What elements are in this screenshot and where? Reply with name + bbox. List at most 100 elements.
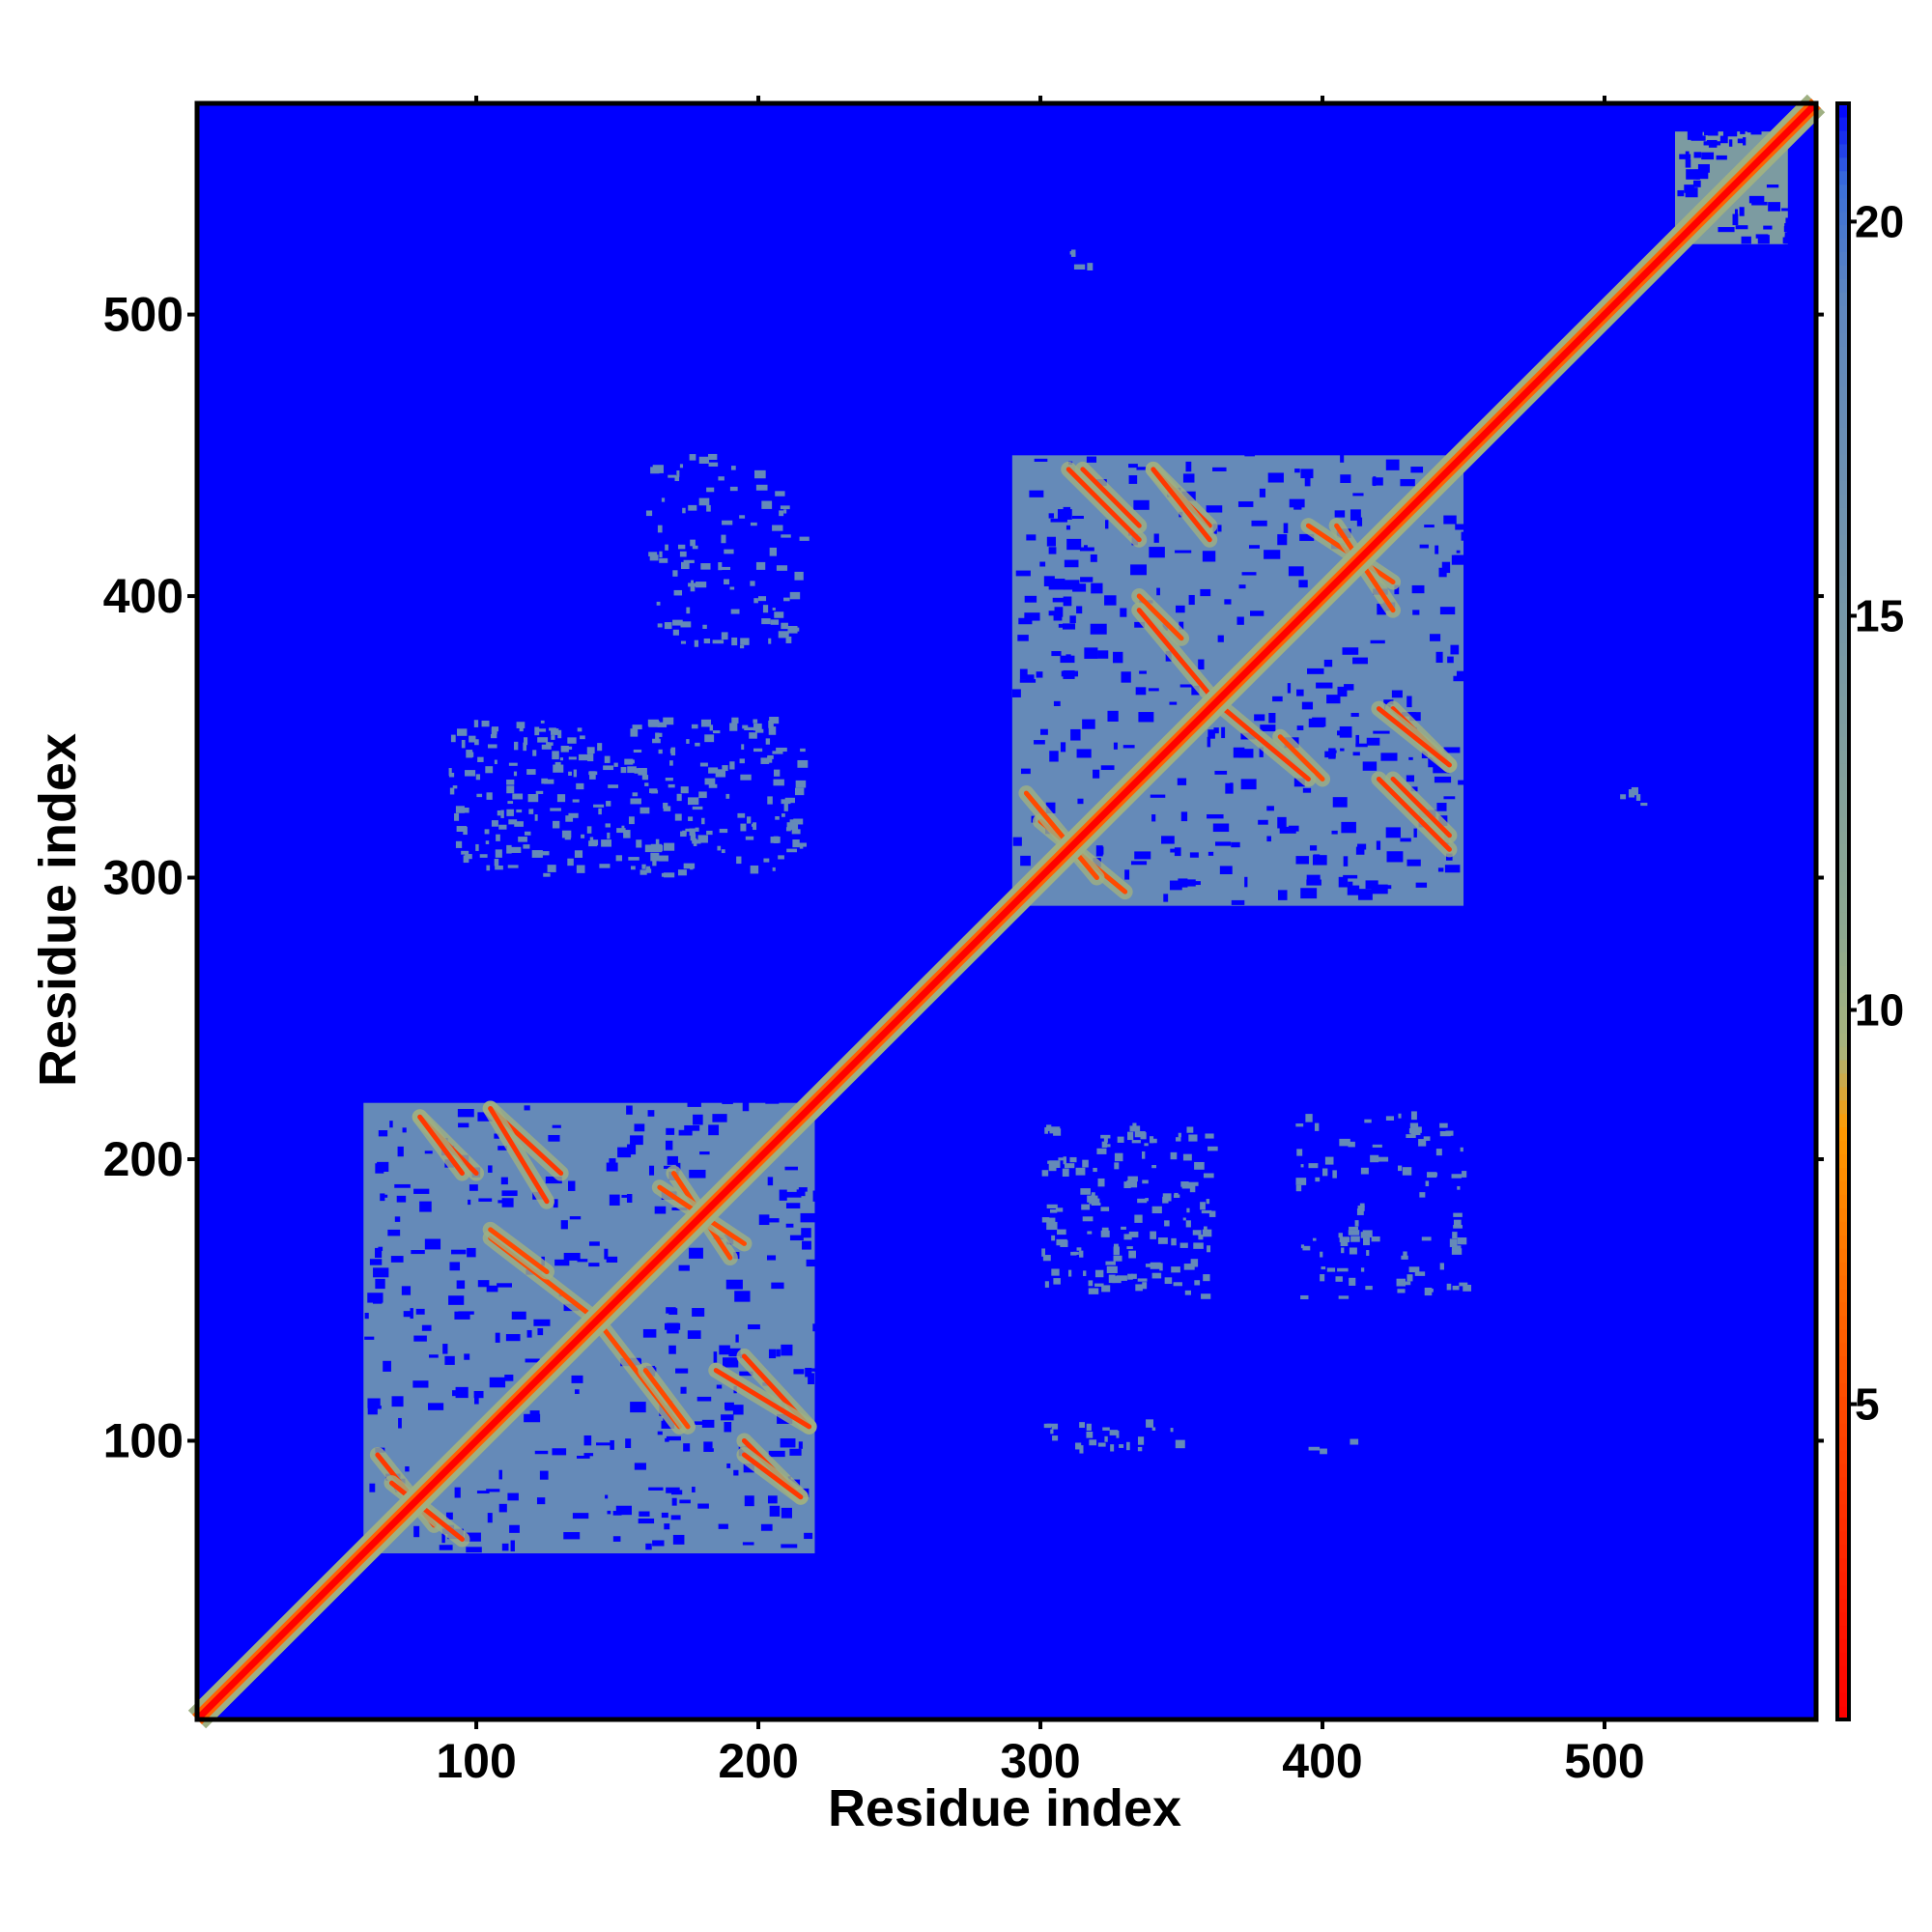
domain-gap-cell [1334, 510, 1346, 518]
contact-patch-cell [487, 744, 497, 749]
domain-gap-cell [524, 1413, 541, 1423]
contact-patch-cell [1150, 1231, 1156, 1239]
domain-gap-cell [701, 1419, 715, 1428]
domain-gap-cell [1741, 236, 1751, 244]
domain-gap-cell [693, 1114, 703, 1125]
domain-gap-cell [1355, 743, 1368, 748]
contact-patch-cell [657, 722, 668, 727]
contact-patch-cell [708, 783, 718, 788]
contact-patch-cell [668, 474, 677, 478]
contact-patch-cell [658, 855, 668, 862]
colorbar-segment [1837, 938, 1849, 952]
contact-patch-cell [700, 719, 712, 727]
contact-patch-cell [1137, 1436, 1145, 1445]
domain-gap-cell [469, 1184, 478, 1191]
colorbar-segment [1837, 1571, 1849, 1586]
contact-patch-cell [674, 813, 682, 821]
contact-patch-cell [663, 802, 668, 809]
contact-patch-cell [1082, 1216, 1094, 1222]
contact-patch-cell [650, 852, 660, 862]
contact-patch-cell [527, 794, 539, 803]
domain-gap-cell [1277, 534, 1288, 546]
domain-gap-cell [1341, 821, 1356, 834]
domain-gap-cell [768, 1450, 785, 1458]
contact-patch-cell [724, 549, 734, 554]
contact-patch-cell [1339, 1138, 1350, 1147]
contact-patch-cell [731, 717, 739, 724]
contact-patch-cell [514, 821, 524, 827]
domain-gap-cell [477, 1112, 495, 1122]
y-tick-label: 400 [103, 569, 184, 623]
colorbar-tick-label: 5 [1855, 1379, 1880, 1430]
domain-gap-cell [397, 1146, 404, 1157]
domain-gap-cell [1406, 696, 1412, 708]
domain-gap-cell [489, 1377, 506, 1388]
domain-gap-cell [724, 1422, 732, 1433]
domain-gap-cell [1189, 852, 1199, 858]
contact-patch-cell [1349, 1226, 1358, 1231]
domain-gap-cell [1279, 826, 1296, 834]
colorbar: 5 10 15 20 [1835, 101, 1904, 1721]
contact-patch-cell [1151, 1272, 1162, 1279]
contact-patch-cell [690, 539, 696, 547]
contact-patch-cell [1427, 1172, 1437, 1179]
contact-patch-cell [781, 632, 787, 636]
domain-gap-cell [1238, 584, 1246, 589]
domain-gap-cell [1693, 169, 1709, 180]
domain-gap-cell [1677, 189, 1685, 197]
domain-gap-cell [1178, 878, 1188, 888]
contact-patch-cell [1176, 1137, 1181, 1142]
colorbar-segment [1837, 574, 1849, 589]
domain-gap-cell [1697, 163, 1710, 173]
contact-patch-cell [1043, 1423, 1052, 1429]
contact-patch-cell [753, 822, 757, 831]
domain-gap-cell [1019, 668, 1028, 680]
contact-patch-cell [630, 866, 636, 870]
contact-patch-cell [1060, 1239, 1068, 1247]
colorbar-segment [1837, 305, 1849, 320]
contact-patch-cell [1073, 264, 1086, 270]
contact-patch-cell [786, 848, 797, 853]
contact-patch-cell [757, 596, 767, 602]
colorbar-segment [1837, 1584, 1849, 1600]
colorbar-segment [1837, 1450, 1849, 1464]
contact-patch-cell [1142, 1282, 1148, 1290]
domain-gap-cell [1200, 588, 1211, 597]
contact-patch-cell [679, 464, 684, 469]
colorbar-segment [1837, 1208, 1849, 1222]
domain-gap-cell [511, 1311, 526, 1320]
colorbar-segment [1837, 1072, 1849, 1088]
domain-gap-cell [1340, 474, 1351, 483]
contact-patch-cell [485, 766, 494, 774]
contact-patch-cell [657, 623, 663, 628]
contact-patch-cell [742, 724, 749, 729]
contact-patch-cell [706, 504, 711, 512]
domain-gap-cell [1338, 876, 1349, 888]
contact-patch-cell [674, 475, 680, 482]
contact-patch-cell [1453, 1219, 1462, 1228]
contact-patch-cell [543, 872, 551, 877]
domain-gap-cell [509, 1524, 520, 1533]
domain-gap-cell [378, 1246, 384, 1251]
contact-patch-cell [474, 739, 479, 746]
domain-gap-cell [668, 1308, 678, 1315]
domain-gap-cell [1456, 550, 1461, 554]
contact-patch-cell [507, 865, 519, 868]
domain-gap-cell [1169, 701, 1178, 705]
domain-gap-cell [1737, 138, 1745, 144]
contact-patch-cell [1128, 1231, 1139, 1237]
colorbar-segment [1837, 1274, 1849, 1290]
contact-patch-cell [676, 470, 680, 477]
domain-gap-cell [494, 1133, 499, 1139]
contact-patch-cell [1170, 1151, 1178, 1160]
contact-patch-cell [1408, 1266, 1420, 1273]
contact-patch-cell [1062, 1168, 1069, 1177]
domain-gap-cell [536, 1497, 546, 1505]
domain-gap-cell [571, 1375, 583, 1383]
contact-line [1131, 588, 1331, 787]
domain-gap-cell [477, 1280, 490, 1288]
contact-line [1061, 461, 1458, 858]
contact-patch-cell [567, 737, 577, 744]
colorbar-segment [1837, 1706, 1849, 1720]
domain-gap-cell [1090, 623, 1107, 635]
